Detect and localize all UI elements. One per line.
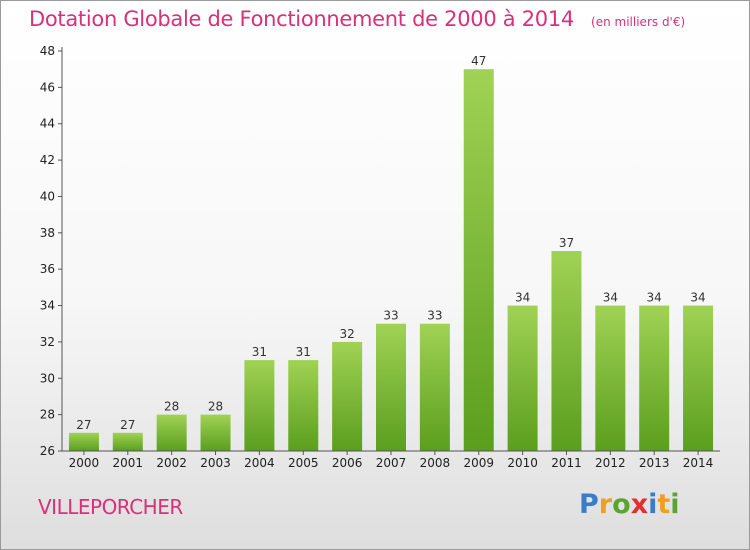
bar-value-label: 34 [515, 291, 530, 305]
y-tick-label: 32 [40, 335, 55, 349]
bar-value-label: 31 [252, 345, 267, 359]
bar-2007 [376, 323, 406, 451]
y-tick-label: 48 [40, 44, 55, 58]
logo-letter: i [648, 489, 658, 520]
y-tick-label: 40 [40, 189, 55, 203]
bar-2001 [112, 432, 143, 451]
logo-letter: r [598, 489, 613, 520]
bar-value-label: 27 [76, 418, 91, 432]
x-tick-label: 2014 [683, 456, 714, 470]
bar-value-label: 37 [559, 236, 574, 250]
bar-value-label: 27 [120, 418, 135, 432]
bar-2014 [683, 305, 714, 451]
y-tick-label: 36 [40, 262, 55, 276]
bar-2013 [639, 305, 670, 451]
bar-2009 [463, 69, 494, 451]
bar-2010 [507, 305, 538, 451]
bar-value-label: 34 [647, 291, 662, 305]
bar-value-label: 34 [603, 291, 618, 305]
bar-value-label: 33 [427, 309, 442, 323]
bar-value-label: 32 [339, 327, 354, 341]
bar-value-label: 28 [208, 400, 223, 414]
x-tick-label: 2011 [551, 456, 582, 470]
y-tick-label: 26 [40, 444, 55, 458]
x-tick-label: 2007 [376, 456, 407, 470]
y-tick-label: 30 [40, 371, 55, 385]
chart-subtitle: (en milliers d'€) [591, 15, 686, 29]
bar-value-label: 34 [690, 291, 705, 305]
x-tick-label: 2003 [200, 456, 231, 470]
logo-letter: t [657, 489, 671, 520]
x-tick-label: 2001 [113, 456, 144, 470]
y-tick-label: 38 [40, 226, 55, 240]
x-tick-label: 2005 [288, 456, 319, 470]
y-tick-label: 46 [40, 80, 55, 94]
x-tick-label: 2002 [156, 456, 187, 470]
x-tick-label: 2012 [595, 456, 626, 470]
logo-letter: P [579, 489, 599, 520]
y-tick-label: 44 [40, 117, 55, 131]
y-tick-label: 34 [40, 299, 55, 313]
x-tick-label: 2008 [420, 456, 451, 470]
y-tick-label: 42 [40, 153, 55, 167]
x-tick-label: 2000 [69, 456, 100, 470]
x-tick-label: 2010 [507, 456, 538, 470]
logo-letter: x [630, 489, 649, 520]
chart-title: Dotation Globale de Fonctionnement de 20… [29, 7, 574, 31]
bar-value-label: 47 [471, 54, 486, 68]
bar-2008 [419, 323, 450, 451]
bar-2004 [244, 360, 275, 451]
y-tick-label: 28 [40, 408, 55, 422]
bar-value-label: 28 [164, 400, 179, 414]
bar-2002 [156, 414, 187, 451]
logo-letter: o [612, 489, 631, 520]
title-row: Dotation Globale de Fonctionnement de 20… [29, 7, 685, 31]
commune-name: VILLEPORCHER [38, 495, 183, 519]
bar-2003 [200, 414, 231, 451]
bar-value-label: 33 [383, 309, 398, 323]
bar-2000 [68, 432, 99, 451]
bar-2005 [288, 360, 319, 451]
proxiti-logo: Proxiti [579, 489, 680, 520]
bar-2011 [551, 251, 582, 451]
x-tick-label: 2004 [244, 456, 275, 470]
bar-2006 [332, 341, 363, 451]
x-tick-label: 2013 [639, 456, 670, 470]
x-tick-label: 2006 [332, 456, 363, 470]
bar-2012 [595, 305, 626, 451]
x-tick-label: 2009 [463, 456, 494, 470]
logo-letter: i [670, 489, 680, 520]
bar-value-label: 31 [296, 345, 311, 359]
